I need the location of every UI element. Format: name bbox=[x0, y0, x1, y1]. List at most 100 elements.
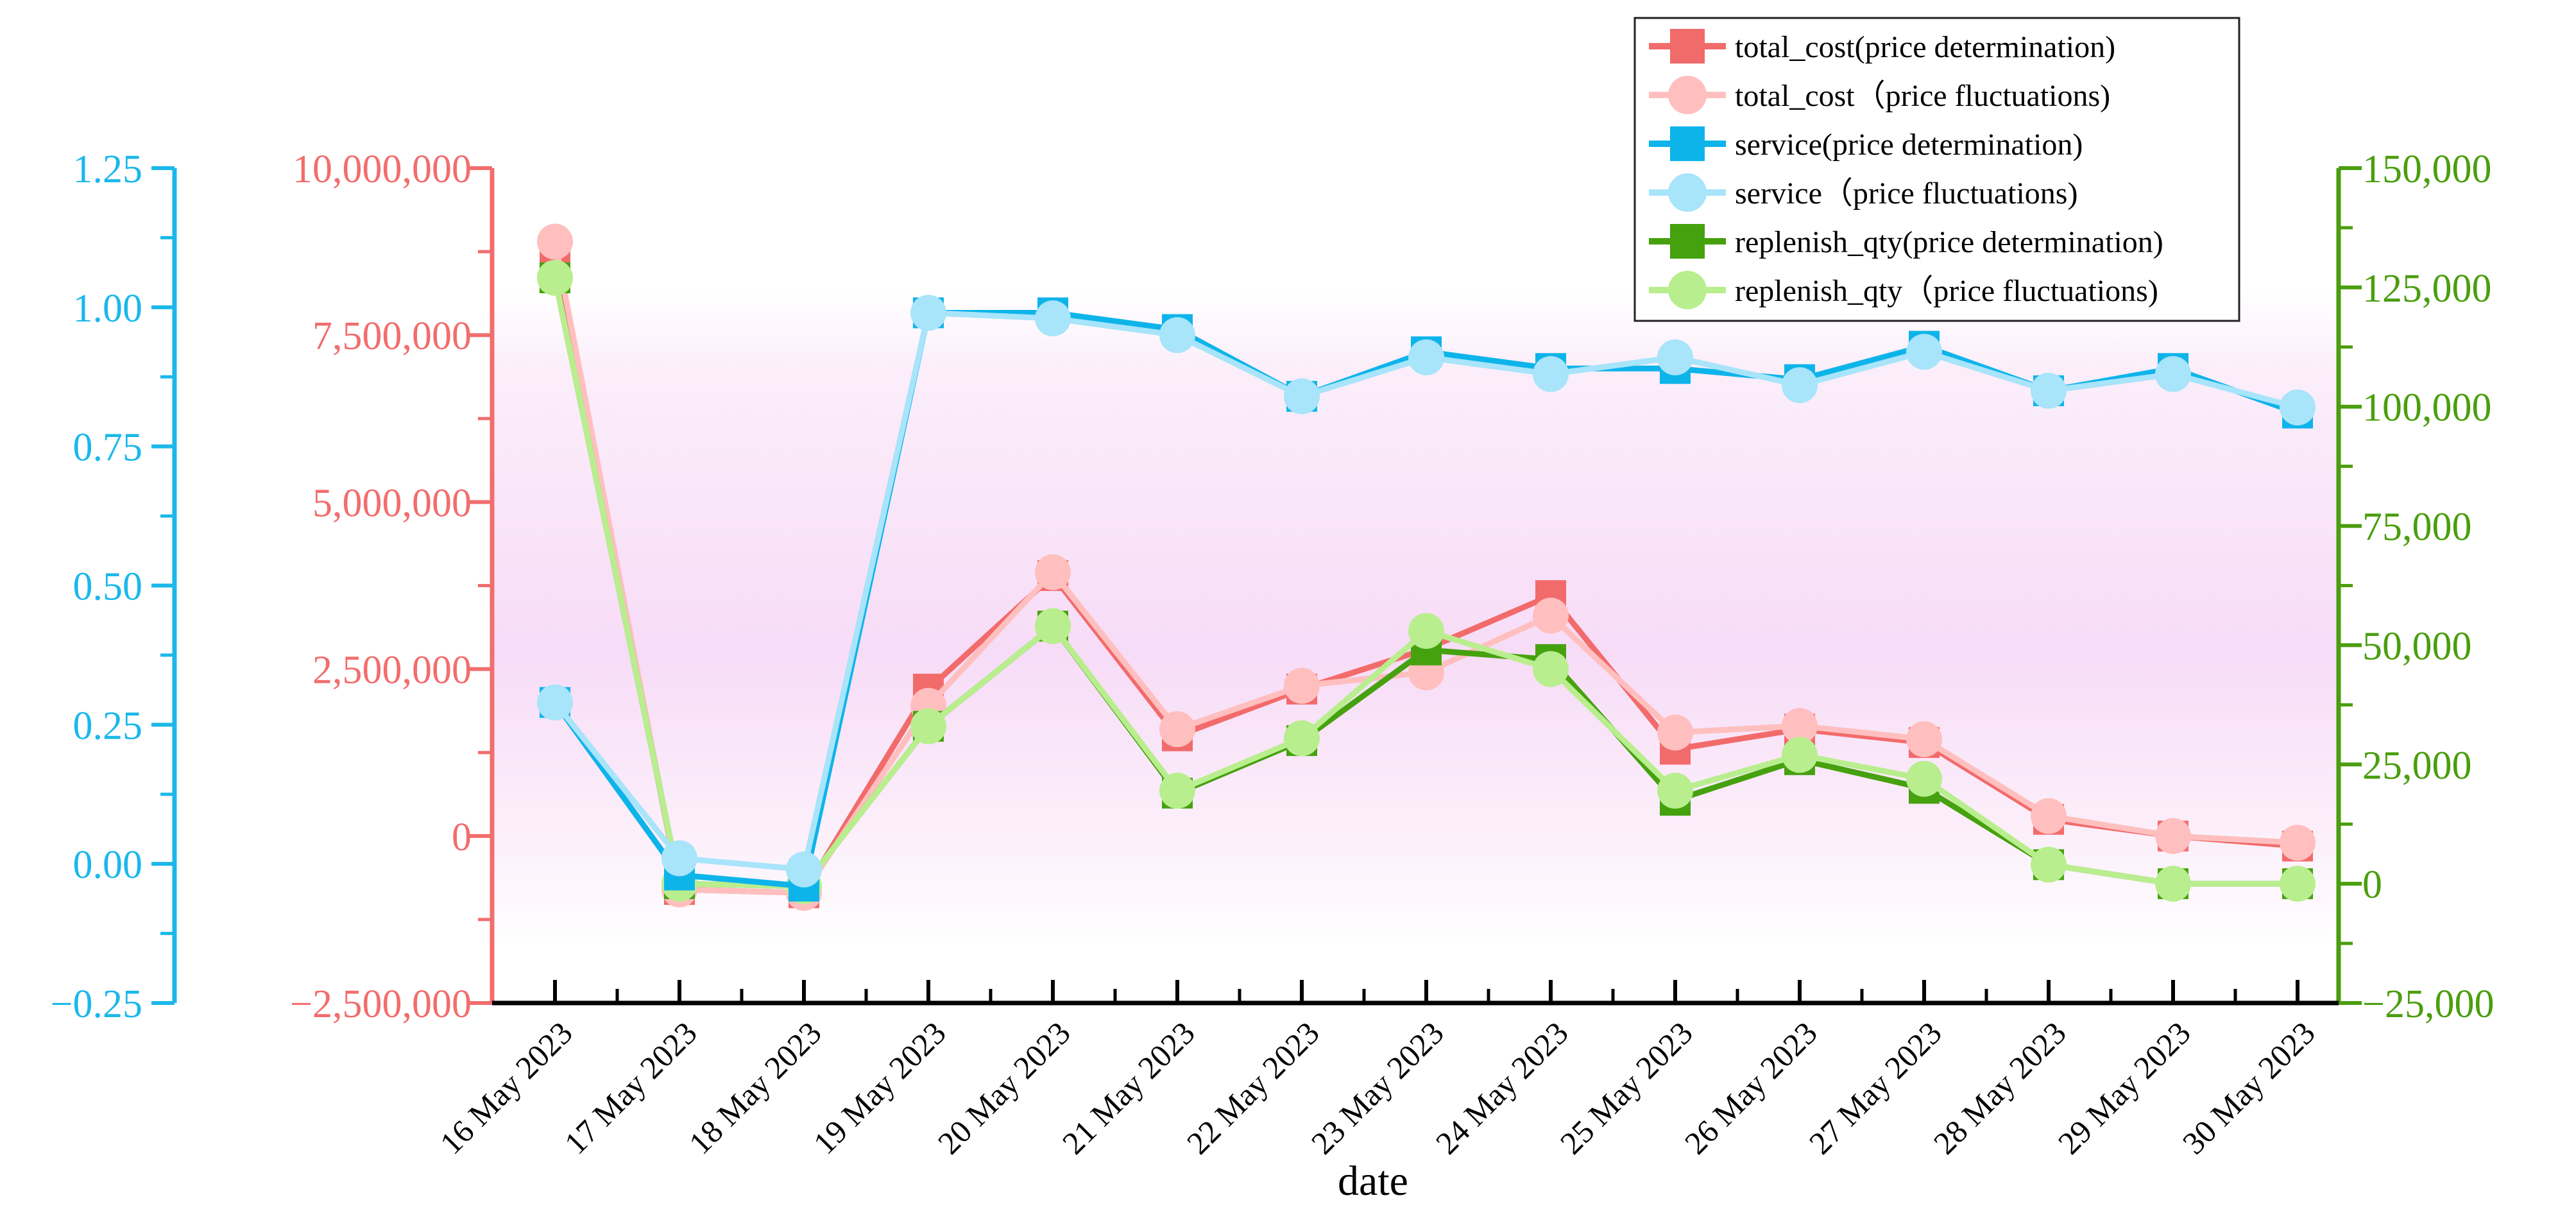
legend-label: replenish_qty（price fluctuations) bbox=[1735, 274, 2158, 308]
legend-circle-marker bbox=[1668, 271, 1707, 309]
data-point-circle bbox=[1035, 554, 1071, 590]
data-point-circle bbox=[1657, 773, 1693, 809]
x-tick-label: 18 May 2023 bbox=[682, 1015, 828, 1161]
data-point-circle bbox=[1533, 597, 1569, 634]
data-point-circle bbox=[2280, 825, 2316, 861]
x-tick-label: 17 May 2023 bbox=[558, 1015, 704, 1161]
data-point-circle bbox=[1035, 608, 1071, 644]
series bbox=[537, 223, 2316, 911]
data-point-circle bbox=[2155, 866, 2191, 902]
service-tick-label: 0.50 bbox=[73, 565, 143, 609]
replenish-qty-tick-label: −25,000 bbox=[2362, 982, 2494, 1026]
legend-square-marker bbox=[1670, 126, 1705, 161]
data-point-circle bbox=[2155, 356, 2191, 392]
legend-entry: service(price determination) bbox=[1649, 126, 2083, 162]
data-point-circle bbox=[1906, 334, 1942, 370]
data-point-circle bbox=[2155, 818, 2191, 854]
total-cost-tick-label: 2,500,000 bbox=[312, 649, 472, 692]
legend-entry: total_cost(price determination) bbox=[1649, 29, 2115, 64]
x-tick-label: 22 May 2023 bbox=[1180, 1015, 1326, 1161]
legend-label: total_cost(price determination) bbox=[1735, 30, 2115, 64]
data-point-circle bbox=[1782, 367, 1818, 404]
legend: total_cost(price determination) total_cos… bbox=[1633, 17, 2240, 322]
x-tick-label: 27 May 2023 bbox=[1802, 1015, 1949, 1161]
legend-label: total_cost（price fluctuations) bbox=[1735, 79, 2110, 113]
total-cost-tick-label: 5,000,000 bbox=[312, 481, 472, 525]
x-tick-label: 25 May 2023 bbox=[1553, 1015, 1700, 1161]
data-point-circle bbox=[786, 851, 822, 887]
legend-square-marker bbox=[1670, 224, 1705, 259]
data-point-circle bbox=[537, 259, 573, 296]
service-tick-label: −0.25 bbox=[51, 982, 142, 1026]
data-point-circle bbox=[1408, 613, 1444, 649]
data-point-circle bbox=[1159, 711, 1195, 748]
data-point-circle bbox=[537, 684, 573, 721]
x-tick-label: 24 May 2023 bbox=[1429, 1015, 1575, 1161]
data-point-circle bbox=[1284, 667, 1320, 704]
total-cost-tick-label: 0 bbox=[452, 816, 472, 859]
legend-entry: service（price fluctuations) bbox=[1649, 173, 2077, 212]
total-cost-tick-label: 10,000,000 bbox=[293, 148, 472, 191]
data-point-circle bbox=[1284, 378, 1320, 415]
replenish-qty-tick-label: 125,000 bbox=[2362, 267, 2492, 311]
data-point-circle bbox=[1782, 708, 1818, 744]
legend-items: total_cost(price determination) total_cos… bbox=[1649, 29, 2163, 309]
x-tick-label: 20 May 2023 bbox=[931, 1015, 1077, 1161]
legend-box bbox=[1633, 17, 2240, 322]
legend-circle-marker bbox=[1668, 76, 1707, 114]
x-tick-label: 16 May 2023 bbox=[433, 1015, 579, 1161]
legend-circle-marker bbox=[1668, 173, 1707, 212]
replenish-qty-tick-label: 25,000 bbox=[2362, 744, 2472, 787]
data-point-circle bbox=[910, 295, 946, 331]
total-cost-tick-label: 7,500,000 bbox=[312, 314, 472, 358]
x-tick-label: 29 May 2023 bbox=[2051, 1015, 2197, 1161]
data-point-circle bbox=[1533, 356, 1569, 392]
data-point-circle bbox=[2031, 846, 2067, 883]
x-tick-label: 23 May 2023 bbox=[1304, 1015, 1451, 1161]
x-tick-label: 21 May 2023 bbox=[1055, 1015, 1202, 1161]
x-tick-label: 28 May 2023 bbox=[1927, 1015, 2073, 1161]
service-tick-label: 1.25 bbox=[73, 148, 143, 191]
series-service-fluctuations bbox=[537, 295, 2316, 887]
legend-label: service(price determination) bbox=[1735, 128, 2083, 162]
data-point-circle bbox=[1657, 339, 1693, 375]
data-point-circle bbox=[1782, 737, 1818, 773]
service-tick-label: 0.75 bbox=[73, 426, 143, 470]
replenish-qty-tick-label: 75,000 bbox=[2362, 506, 2472, 549]
x-axis-title: date bbox=[1338, 1158, 1408, 1205]
service-tick-label: 1.00 bbox=[73, 287, 143, 330]
data-point-circle bbox=[1657, 714, 1693, 751]
legend-label: replenish_qty(price determination) bbox=[1735, 225, 2163, 259]
legend-label: service（price fluctuations) bbox=[1735, 176, 2077, 210]
data-point-circle bbox=[661, 840, 697, 877]
data-point-circle bbox=[1159, 317, 1195, 354]
data-point-circle bbox=[1906, 760, 1942, 797]
replenish-qty-tick-label: 150,000 bbox=[2362, 148, 2492, 191]
data-point-circle bbox=[1906, 721, 1942, 757]
replenish-qty-tick-label: 0 bbox=[2362, 863, 2382, 907]
replenish-qty-tick-label: 100,000 bbox=[2362, 386, 2492, 430]
service-tick-label: 0.00 bbox=[73, 843, 143, 887]
x-tick-label: 19 May 2023 bbox=[806, 1015, 953, 1161]
data-point-circle bbox=[1408, 339, 1444, 375]
data-point-circle bbox=[1533, 651, 1569, 687]
data-point-circle bbox=[2280, 389, 2316, 425]
total-cost-tick-label: −2,500,000 bbox=[290, 982, 472, 1026]
data-point-circle bbox=[910, 708, 946, 744]
legend-square-marker bbox=[1670, 29, 1705, 64]
data-point-circle bbox=[1035, 300, 1071, 337]
legend-entry: replenish_qty(price determination) bbox=[1649, 224, 2163, 259]
legend-entry: total_cost（price fluctuations) bbox=[1649, 76, 2110, 114]
data-point-circle bbox=[1159, 773, 1195, 809]
data-point-circle bbox=[537, 223, 573, 260]
replenish-qty-tick-label: 50,000 bbox=[2362, 624, 2472, 668]
data-point-circle bbox=[1284, 720, 1320, 757]
data-point-circle bbox=[2031, 798, 2067, 834]
data-point-circle bbox=[2031, 372, 2067, 409]
legend-entry: replenish_qty（price fluctuations) bbox=[1649, 271, 2158, 309]
x-tick-label: 26 May 2023 bbox=[1678, 1015, 1824, 1161]
x-tick-label: 30 May 2023 bbox=[2176, 1015, 2322, 1161]
data-point-circle bbox=[2280, 866, 2316, 902]
